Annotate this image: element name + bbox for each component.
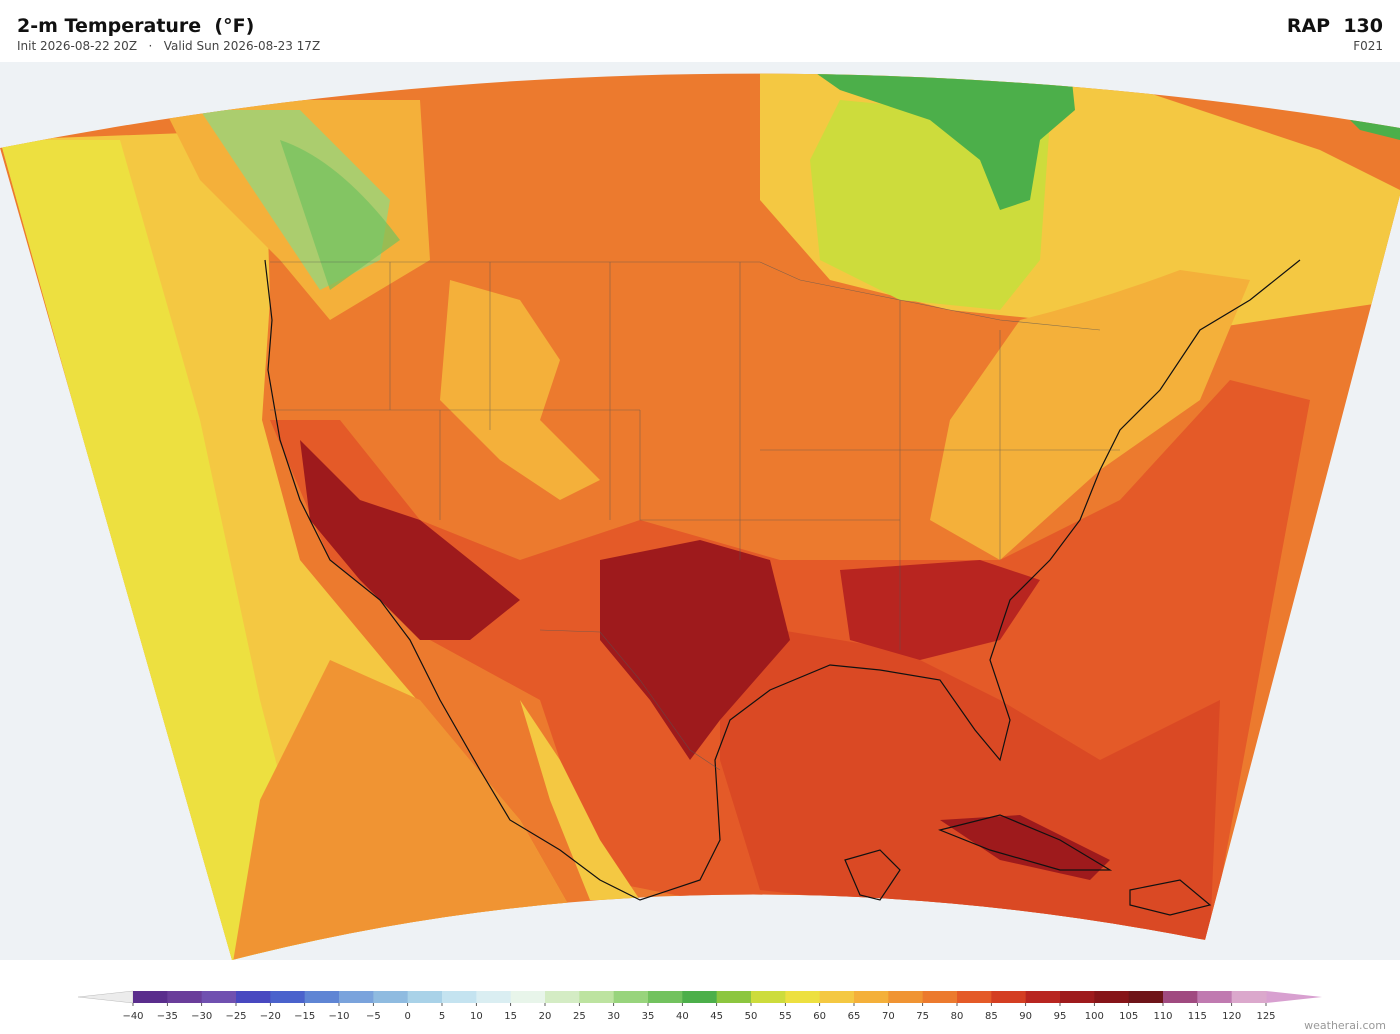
colorbar-segment: [648, 991, 683, 1003]
colorbar-segment: [304, 991, 340, 1003]
colorbar-tick-label: 55: [779, 1011, 792, 1022]
colorbar-tick-label: −5: [366, 1011, 381, 1022]
colorbar-segment: [1128, 991, 1164, 1003]
colorbar-tick-label: 0: [404, 1011, 410, 1022]
colorbar-segment: [819, 991, 855, 1003]
colorbar-tick-label: −10: [328, 1011, 349, 1022]
colorbar-segment: [442, 991, 477, 1003]
colorbar-segment: [236, 991, 271, 1003]
colorbar-tick-label: 10: [470, 1011, 483, 1022]
colorbar-tick-label: 40: [676, 1011, 689, 1022]
colorbar-segment: [133, 991, 168, 1003]
colorbar-tick-label: 15: [504, 1011, 517, 1022]
colorbar-segment: [339, 991, 374, 1003]
colorbar-tick-label: −30: [191, 1011, 212, 1022]
colorbar-segment: [888, 991, 924, 1003]
colorbar-tick-label: 95: [1054, 1011, 1067, 1022]
colorbar-segment: [854, 991, 889, 1003]
colorbar-over: [1266, 991, 1322, 1003]
colorbar-tick-label: 125: [1256, 1011, 1275, 1022]
colorbar-tick-label: 85: [985, 1011, 998, 1022]
model-name: RAP 130: [1286, 15, 1383, 37]
colorbar-tick-label: 70: [882, 1011, 895, 1022]
colorbar-segment: [957, 991, 992, 1003]
colorbar-segment: [682, 991, 718, 1003]
colorbar-segment: [476, 991, 512, 1003]
colorbar-segment: [1163, 991, 1198, 1003]
map: [0, 62, 1400, 960]
temperature-field: [0, 73, 1400, 960]
colorbar-segment: [1060, 991, 1095, 1003]
colorbar-tick-label: 90: [1019, 1011, 1032, 1022]
colorbar-tick-label: −25: [225, 1011, 246, 1022]
colorbar-segment: [991, 991, 1027, 1003]
colorbar-tick-label: 35: [642, 1011, 655, 1022]
colorbar-segment: [1231, 991, 1267, 1003]
borders: [270, 261, 1120, 771]
colorbar-segment: [1197, 991, 1233, 1003]
colorbar-tick-label: 80: [951, 1011, 964, 1022]
map-subtitle: Init 2026-08-22 20Z · Valid Sun 2026-08-…: [17, 39, 321, 53]
colorbar-segment: [201, 991, 237, 1003]
colorbar-tick-label: −20: [260, 1011, 281, 1022]
colorbar-tick-label: 20: [539, 1011, 552, 1022]
colorbar-tick-label: −35: [157, 1011, 178, 1022]
credit: weatherai.com: [1304, 1019, 1386, 1032]
colorbar-tick-label: 25: [573, 1011, 586, 1022]
colorbar: −40 −35 −30 −25 −20 −15 −10 −5 0 5 10 15 20 25 30 35 40 4…: [77, 990, 1322, 1022]
colorbar-tick-label: 30: [607, 1011, 620, 1022]
colorbar-segment: [579, 991, 615, 1003]
colorbar-segment: [407, 991, 443, 1003]
colorbar-segment: [1094, 991, 1130, 1003]
colorbar-tick-label: 60: [813, 1011, 826, 1022]
colorbar-segment: [373, 991, 409, 1003]
map-title: 2-m Temperature (°F): [17, 15, 255, 37]
colorbar-tick-label: 120: [1222, 1011, 1241, 1022]
colorbar-segment: [510, 991, 546, 1003]
colorbar-segment: [270, 991, 306, 1003]
colorbar-tick-label: 65: [848, 1011, 861, 1022]
colorbar-tick-label: 45: [710, 1011, 723, 1022]
colorbar-segment: [545, 991, 580, 1003]
colorbar-tick-label: 105: [1119, 1011, 1138, 1022]
colorbar-tick-label: −40: [122, 1011, 143, 1022]
colorbar-segment: [751, 991, 786, 1003]
colorbar-tick-label: 50: [745, 1011, 758, 1022]
colorbar-tick-label: 100: [1085, 1011, 1104, 1022]
coastlines: [264, 259, 1301, 916]
colorbar-segment: [1025, 991, 1061, 1003]
colorbar-segment: [167, 991, 203, 1003]
colorbar-tick-label: −15: [294, 1011, 315, 1022]
colorbar-segment: [716, 991, 752, 1003]
colorbar-tick-label: 75: [916, 1011, 929, 1022]
colorbar-under: [77, 990, 134, 1004]
colorbar-tick-label: 5: [439, 1011, 445, 1022]
colorbar-tick-label: 115: [1188, 1011, 1207, 1022]
colorbar-segment: [613, 991, 649, 1003]
colorbar-segment: [922, 991, 958, 1003]
colorbar-segment: [785, 991, 821, 1003]
forecast-hour: F021: [1353, 39, 1383, 53]
colorbar-tick-label: 110: [1153, 1011, 1172, 1022]
